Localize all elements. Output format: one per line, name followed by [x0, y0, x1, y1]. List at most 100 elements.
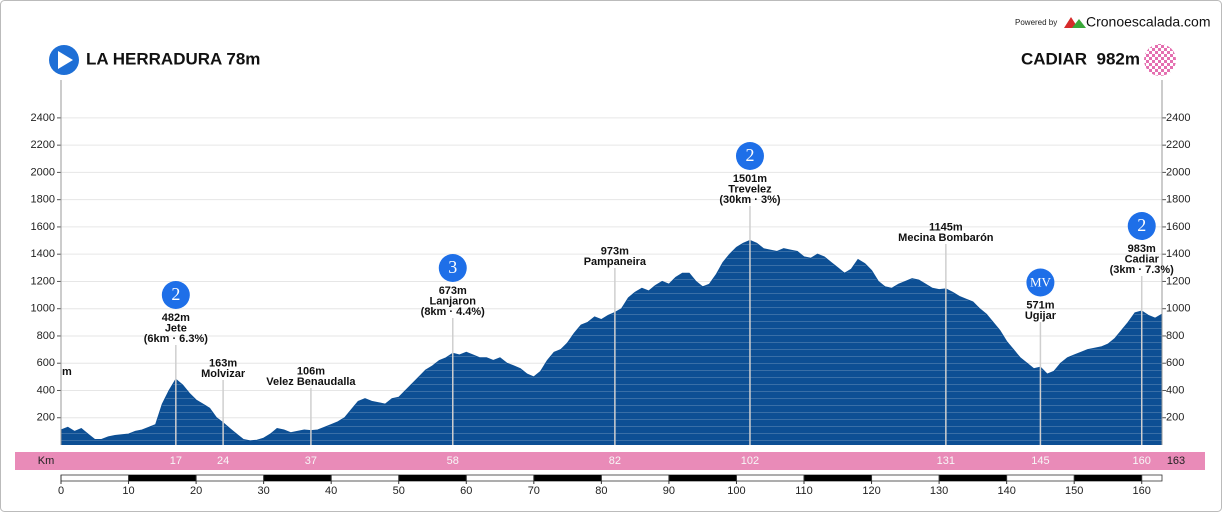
x-tick-label: 50: [393, 485, 405, 497]
y2-tick-label: 1600: [1166, 221, 1190, 233]
point-value-label: 482m: [162, 312, 190, 324]
point-name: Velez Benaudalla: [266, 376, 356, 388]
y2-tick-label: 1200: [1166, 275, 1190, 287]
y-tick-label: 600: [37, 357, 55, 369]
km-band-value: 82: [609, 455, 621, 467]
km-band-value: 17: [170, 455, 182, 467]
credit: Powered by: [1015, 18, 1057, 27]
y2-tick-label: 400: [1166, 384, 1184, 396]
y2-tick-label: 2000: [1166, 166, 1190, 178]
y-tick-label: 2200: [31, 139, 55, 151]
point-value-label: 163m: [209, 357, 237, 369]
y-tick-label: 1600: [31, 221, 55, 233]
km-band-value: 131: [937, 455, 955, 467]
x-tick-label: 0: [58, 485, 64, 497]
category-badge: [161, 281, 190, 309]
point-name: Ugijar: [1025, 310, 1057, 322]
category-badge: [438, 254, 467, 282]
point-grade: (3km · 7.3%): [1110, 264, 1175, 276]
x-tick-label: 160: [1133, 485, 1151, 497]
start-title: LA HERRADURA 78m: [86, 49, 260, 68]
km-scale-segment: [128, 475, 197, 481]
x-tick-label: 30: [258, 485, 270, 497]
y2-tick-label: 200: [1166, 412, 1184, 424]
point-grade: (6km · 6.3%): [144, 333, 209, 345]
y-tick-label: 400: [37, 384, 55, 396]
x-tick-label: 60: [460, 485, 472, 497]
km-band-end: 163: [1167, 455, 1185, 467]
x-tick-label: 110: [795, 485, 813, 497]
y2-tick-label: 1400: [1166, 248, 1190, 260]
y-tick-label: 800: [37, 330, 55, 342]
x-tick-label: 20: [190, 485, 202, 497]
y2-tick-label: 2200: [1166, 139, 1190, 151]
x-tick-label: 70: [528, 485, 540, 497]
point-name: Cadiar: [1125, 253, 1160, 265]
y2-tick-label: 1800: [1166, 194, 1190, 206]
km-scale-segment: [398, 475, 467, 481]
y2-tick-label: 800: [1166, 330, 1184, 342]
point-name: Molvizar: [201, 368, 246, 380]
point-value-label: 973m: [601, 245, 629, 257]
point-name: Mecina Bombarón: [898, 232, 994, 244]
km-scale-segment: [804, 475, 872, 481]
point-grade: (30km · 3%): [719, 194, 780, 206]
category-label: 2: [1137, 215, 1146, 235]
point-value-label: 673m: [439, 285, 467, 297]
point-name: Pampaneira: [584, 256, 647, 268]
category-label: 3: [448, 257, 457, 277]
brand-logo: [1064, 17, 1086, 28]
y-tick-label: 2000: [31, 166, 55, 178]
end-title: CADIAR 982m: [1021, 49, 1140, 68]
km-scale-segment: [533, 475, 602, 481]
x-tick-label: 90: [663, 485, 675, 497]
y2-tick-label: 2400: [1166, 112, 1190, 124]
y-tick-label: 2400: [31, 112, 55, 124]
km-band-value: 102: [741, 455, 759, 467]
y-axis-label: m: [62, 366, 72, 378]
y2-tick-label: 1000: [1166, 303, 1190, 315]
x-tick-label: 100: [727, 485, 745, 497]
km-scale-segment: [1074, 475, 1142, 481]
y-tick-label: 200: [37, 412, 55, 424]
km-band-value: 145: [1031, 455, 1049, 467]
km-scale-segment: [668, 475, 737, 481]
point-value-label: 106m: [297, 365, 325, 377]
km-band: [15, 452, 1205, 470]
category-label: MV: [1030, 274, 1052, 289]
point-value-label: 983m: [1128, 243, 1156, 255]
category-badge: [735, 142, 764, 170]
profile-area: [61, 240, 1162, 445]
category-label: 2: [171, 284, 180, 304]
profile-line: [60, 239, 1163, 442]
y-tick-label: 1000: [31, 303, 55, 315]
point-value-label: 1145m: [929, 221, 963, 233]
km-scale-segment: [939, 475, 1007, 481]
point-name: Jete: [165, 322, 187, 334]
x-tick-label: 80: [595, 485, 607, 497]
point-name: Lanjaron: [430, 295, 477, 307]
category-badge: [1127, 212, 1156, 240]
x-tick-label: 10: [122, 485, 134, 497]
km-scale-segment: [263, 475, 332, 481]
km-band-value: 37: [305, 455, 317, 467]
category-badge: [1026, 268, 1055, 297]
x-tick-label: 40: [325, 485, 337, 497]
x-tick-label: 120: [862, 485, 880, 497]
point-grade: (8km · 4.4%): [421, 306, 486, 318]
x-tick-label: 130: [930, 485, 948, 497]
y-tick-label: 1400: [31, 248, 55, 260]
finish-icon: [1144, 44, 1176, 76]
point-name: Trevelez: [728, 183, 772, 195]
x-tick-label: 150: [1065, 485, 1083, 497]
km-band-value: 24: [217, 455, 229, 467]
km-band-value: 58: [447, 455, 459, 467]
brand: Cronoescalada.com: [1086, 14, 1211, 30]
start-icon: [49, 45, 79, 75]
x-tick-label: 140: [997, 485, 1015, 497]
km-band-label: Km: [38, 455, 55, 467]
point-value-label: 1501m: [733, 173, 767, 185]
y-tick-label: 1200: [31, 275, 55, 287]
category-label: 2: [745, 145, 754, 165]
